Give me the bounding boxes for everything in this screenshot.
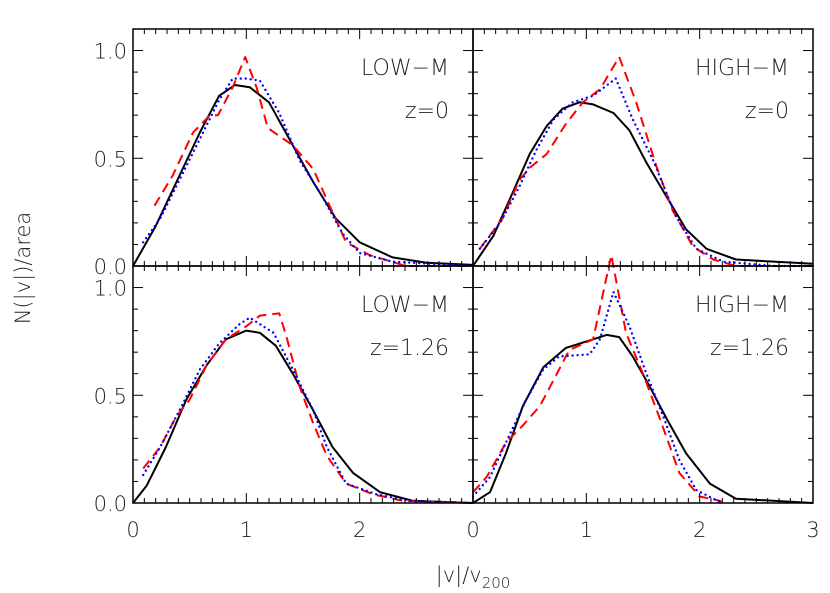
panel-bottom-right: 0 1 2 3 HIGH−M z=1.26 [466,254,820,542]
x-tick-label: 2 [353,518,366,542]
panel-top-left: 0.0 0.5 1.0 LOW−M z=0 [94,28,475,279]
series-line-dotted [471,290,724,505]
x-axis-label-subscript: 200 [482,574,511,592]
x-tick-label: 0 [466,518,479,542]
x-tick-label: 1 [240,518,253,542]
y-tick-label: 0.0 [94,492,127,516]
panel-label: z=1.26 [710,336,789,361]
panel-bottom-left: 0 1 2 0.0 0.5 1.0 LOW−M z=1.26 [94,265,475,542]
series-line-solid [132,84,474,267]
panel-label: z=1.26 [370,336,449,361]
panel-label: LOW−M [361,56,449,81]
y-tick-label: 0.5 [94,147,127,171]
x-tick-label: 2 [693,518,706,542]
y-axis-label: N(|v|)/area [11,212,36,325]
x-axis-label-main: |v|/v [436,563,482,588]
series-line-dashed [153,56,473,267]
y-tick-label: 0.0 [94,255,127,279]
series-line-solid [132,329,474,504]
panel-label: LOW−M [361,293,449,318]
x-axis-label: |v|/v200 [436,563,511,592]
y-tick-label: 1.0 [94,40,127,64]
x-tick-label: 1 [580,518,593,542]
series-line-dotted [478,77,815,268]
series-line-dashed [472,254,724,504]
y-tick-label: 0.5 [94,384,127,408]
y-tick-label: 1.0 [94,277,127,301]
panel-label: HIGH−M [695,293,789,318]
x-tick-label: 0 [126,518,139,542]
series-line-solid [472,101,814,267]
x-tick-label: 3 [806,518,819,542]
series-line-dashed [479,56,813,267]
series-line-dashed [142,312,474,504]
panel-label: z=0 [405,99,449,124]
panel-label: HIGH−M [695,56,789,81]
series-line-dotted [142,316,475,505]
series-line-dotted [142,77,475,268]
panel-top-right: HIGH−M z=0 [472,28,815,268]
series-line-solid [472,333,814,504]
panel-label: z=0 [745,99,789,124]
